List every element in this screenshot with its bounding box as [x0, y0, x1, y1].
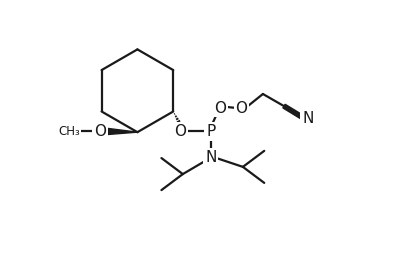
- Text: N: N: [302, 111, 314, 126]
- Text: P: P: [206, 124, 215, 139]
- Text: O: O: [174, 124, 186, 139]
- Text: O: O: [236, 101, 247, 116]
- Polygon shape: [104, 128, 137, 135]
- Text: O: O: [94, 124, 106, 139]
- Text: CH₃: CH₃: [58, 125, 80, 138]
- Text: N: N: [205, 150, 217, 165]
- Text: O: O: [214, 101, 226, 116]
